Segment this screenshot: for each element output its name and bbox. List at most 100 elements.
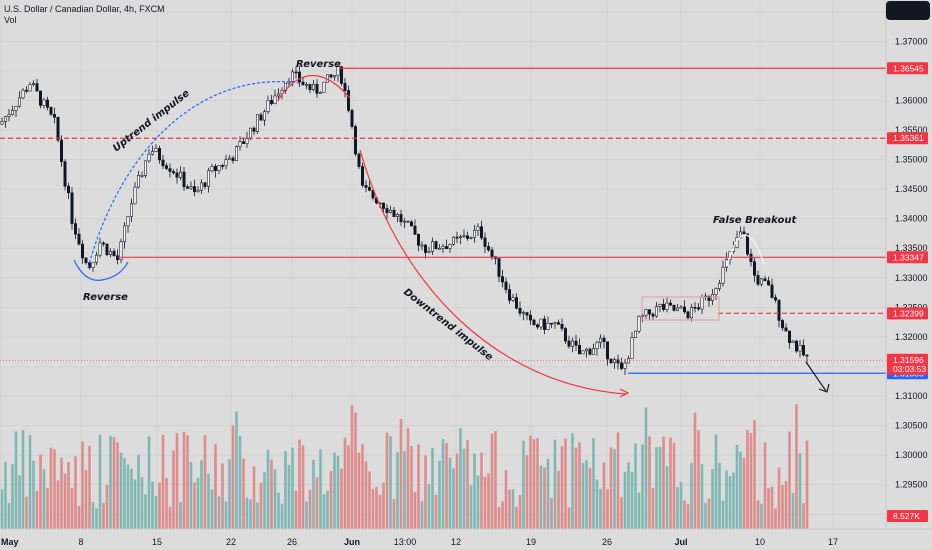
- candle-body: [679, 306, 683, 309]
- volume-bar: [525, 455, 529, 529]
- volume-bar: [102, 502, 105, 529]
- volume-bar: [609, 447, 613, 529]
- candle-body: [675, 307, 679, 311]
- volume-bar: [641, 444, 644, 529]
- candle-body: [56, 116, 60, 141]
- candle-body: [332, 75, 336, 78]
- volume-bar: [168, 506, 172, 529]
- candle-body: [329, 74, 333, 78]
- price-tick-label: 1.33000: [895, 273, 928, 283]
- volume-bar: [60, 457, 63, 529]
- price-axis-bg[interactable]: [886, 0, 932, 550]
- volume-bar: [266, 449, 270, 529]
- volume-bar: [795, 404, 798, 529]
- volume-bar: [658, 446, 662, 529]
- candle-body: [179, 171, 183, 178]
- volume-bar: [665, 465, 669, 529]
- volume-bar: [651, 487, 655, 529]
- level-tag: [887, 132, 928, 145]
- volume-bar: [186, 435, 189, 529]
- candle-body: [266, 100, 270, 112]
- volume-bar: [249, 499, 252, 529]
- candle-body: [388, 209, 392, 213]
- volume-bar: [728, 476, 732, 529]
- volume-bar: [277, 492, 280, 529]
- candle-body: [315, 84, 319, 94]
- volume-bar: [683, 500, 686, 529]
- candle-body: [273, 95, 277, 104]
- volume-bar: [777, 467, 781, 529]
- level-tag-label: 1.33347: [893, 252, 924, 262]
- volume-bar: [560, 446, 564, 529]
- volume-bar: [280, 503, 284, 529]
- candle-body: [696, 307, 700, 310]
- level-tag: [887, 251, 928, 264]
- candle-body: [399, 214, 403, 223]
- volume-bar: [553, 439, 557, 529]
- volume-indicator-label[interactable]: Vol: [4, 15, 17, 25]
- candle-body: [21, 89, 25, 99]
- candle-body: [147, 153, 151, 162]
- price-tick-label: 1.34000: [895, 214, 928, 224]
- candle-body: [367, 187, 371, 191]
- time-tick-label: 22: [226, 537, 236, 547]
- candle-body: [560, 323, 564, 329]
- candle-body: [591, 348, 595, 355]
- volume-bar: [273, 469, 277, 529]
- candle-body: [385, 208, 389, 213]
- volume-bar: [144, 494, 147, 529]
- candle-body: [168, 168, 172, 172]
- volume-bar: [704, 502, 707, 529]
- candle-body: [52, 114, 56, 118]
- candle-body: [252, 127, 256, 132]
- candle-body: [619, 362, 623, 369]
- volume-bar: [532, 439, 536, 529]
- volume-bar: [298, 439, 301, 529]
- candle-body: [672, 304, 676, 311]
- volume-bar: [441, 439, 445, 529]
- volume-bar: [238, 435, 242, 529]
- volume-bar: [130, 468, 133, 529]
- candle-body: [259, 114, 263, 121]
- volume-bar: [252, 466, 256, 529]
- volume-bar: [431, 447, 434, 529]
- candle-body: [766, 280, 770, 286]
- candle-body: [217, 165, 221, 171]
- projection-arrow: [805, 361, 827, 392]
- volume-bar: [25, 496, 28, 529]
- volume-bar: [469, 485, 473, 529]
- volume-bar: [798, 453, 802, 529]
- volume-bar: [546, 458, 550, 529]
- volume-bar: [417, 444, 420, 529]
- candle-body: [203, 182, 207, 187]
- volume-bar: [770, 486, 774, 529]
- volume-bar: [322, 494, 326, 529]
- candle-body: [479, 226, 483, 239]
- price-tick-label: 1.37000: [895, 36, 928, 46]
- price-scale-button[interactable]: [886, 1, 930, 20]
- candle-body: [290, 71, 294, 82]
- candle-body: [444, 246, 448, 249]
- candle-body: [301, 81, 305, 85]
- candle-body: [539, 318, 543, 328]
- volume-bar: [200, 460, 203, 529]
- candle-body: [661, 304, 665, 310]
- volume-bar: [399, 418, 403, 529]
- candle-body: [749, 253, 753, 263]
- time-tick-label: 15: [152, 537, 162, 547]
- candle-body: [210, 166, 214, 172]
- candle-body: [504, 281, 508, 290]
- price-tick-label: 1.29500: [895, 480, 928, 490]
- volume-bar: [494, 431, 497, 529]
- candle-body: [28, 84, 32, 92]
- level-tag-label: 1.35361: [893, 133, 924, 143]
- volume-bar: [385, 432, 389, 529]
- volume-bar: [28, 434, 32, 529]
- volume-bar: [165, 477, 168, 529]
- candle-body: [717, 282, 721, 289]
- volume-bar: [648, 436, 651, 529]
- volume-tag: [887, 510, 928, 522]
- candle-body: [535, 324, 539, 328]
